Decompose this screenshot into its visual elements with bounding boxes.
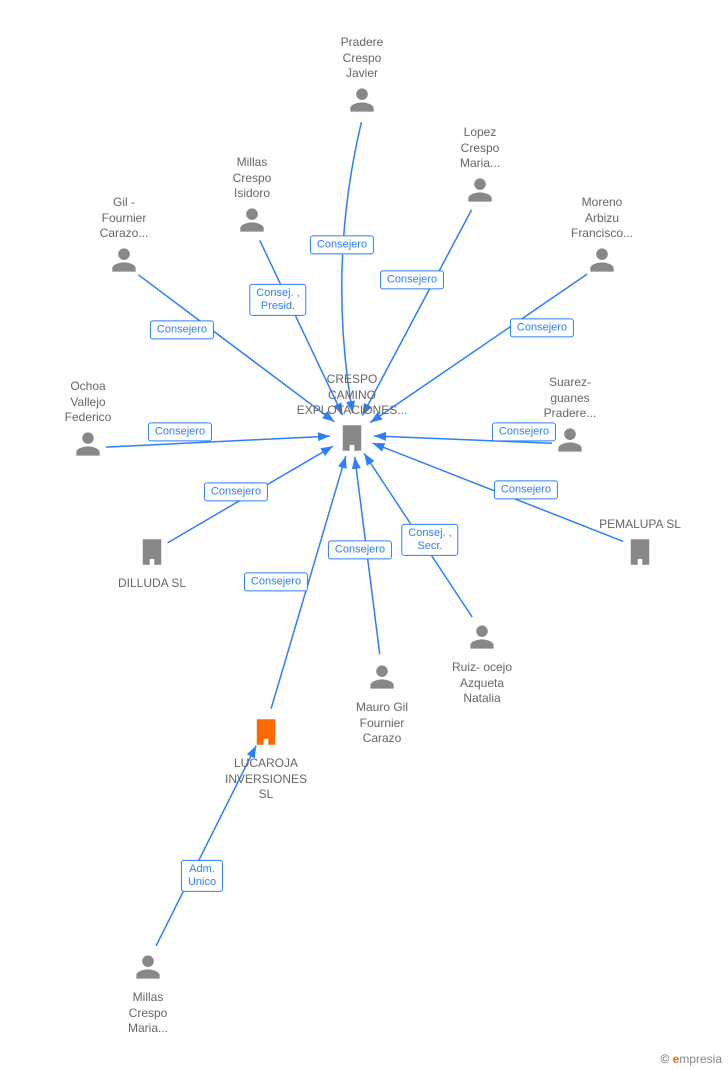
node-millas_m[interactable]: MillasCrespoMaria... <box>88 953 208 1037</box>
edge-label: Consejero <box>244 572 308 591</box>
edge-label: Consej. , Presid. <box>249 284 306 316</box>
node-suarez[interactable]: Suarez-guanesPradere... <box>510 375 630 459</box>
copyright: © empresia <box>660 1052 722 1066</box>
person-icon <box>422 623 542 656</box>
node-label: PradereCrespoJavier <box>341 35 384 80</box>
node-millas_i[interactable]: MillasCrespoIsidoro <box>192 155 312 239</box>
building-icon <box>206 717 326 752</box>
building-icon <box>292 423 412 458</box>
edge-label: Adm. Unico <box>181 860 223 892</box>
node-label: LopezCrespoMaria... <box>460 125 500 170</box>
node-label: Suarez-guanesPradere... <box>544 375 597 420</box>
edge-label: Consejero <box>150 320 214 339</box>
edge-label: Consejero <box>328 540 392 559</box>
brand-rest: mpresia <box>679 1052 722 1066</box>
person-icon <box>28 430 148 463</box>
copyright-symbol: © <box>660 1052 669 1066</box>
node-label: OchoaVallejoFederico <box>65 379 112 424</box>
edge-label: Consejero <box>148 422 212 441</box>
node-label: DILLUDA SL <box>118 576 186 590</box>
node-moreno[interactable]: MorenoArbizuFrancisco... <box>542 195 662 279</box>
node-label: CRESPOCAMINOEXPLOTACIONES... <box>297 372 407 417</box>
node-label: Ruiz- ocejoAzquetaNatalia <box>452 660 512 705</box>
node-label: MillasCrespoIsidoro <box>233 155 272 200</box>
person-icon <box>64 246 184 279</box>
node-label: PEMALUPA SL <box>599 517 681 531</box>
node-label: MillasCrespoMaria... <box>128 990 168 1035</box>
node-pradere[interactable]: PradereCrespoJavier <box>302 35 422 119</box>
edge-label: Consej. , Secr. <box>401 524 458 556</box>
edge-label: Consejero <box>204 482 268 501</box>
node-gil_f[interactable]: Gil -FournierCarazo... <box>64 195 184 279</box>
edge-label: Consejero <box>380 270 444 289</box>
node-lopez[interactable]: LopezCrespoMaria... <box>420 125 540 209</box>
node-center[interactable]: CRESPOCAMINOEXPLOTACIONES... <box>292 372 412 458</box>
edge <box>342 122 362 413</box>
person-icon <box>88 953 208 986</box>
person-icon <box>302 86 422 119</box>
person-icon <box>542 246 662 279</box>
building-icon <box>92 537 212 572</box>
edge-label: Consejero <box>492 422 556 441</box>
node-ochoa[interactable]: OchoaVallejoFederico <box>28 379 148 463</box>
edge-label: Consejero <box>510 318 574 337</box>
edge-label: Consejero <box>494 480 558 499</box>
person-icon <box>322 663 442 696</box>
node-label: LUCAROJAINVERSIONESSL <box>225 756 307 801</box>
node-dilluda[interactable]: DILLUDA SL <box>92 537 212 592</box>
node-lucaroja[interactable]: LUCAROJAINVERSIONESSL <box>206 717 326 803</box>
node-label: Mauro GilFournierCarazo <box>356 700 408 745</box>
building-icon <box>580 537 700 572</box>
node-label: MorenoArbizuFrancisco... <box>571 195 633 240</box>
person-icon <box>192 206 312 239</box>
node-mauro[interactable]: Mauro GilFournierCarazo <box>322 663 442 747</box>
person-icon <box>420 176 540 209</box>
node-pemalupa[interactable]: PEMALUPA SL <box>580 517 700 572</box>
edge-label: Consejero <box>310 235 374 254</box>
node-label: Gil -FournierCarazo... <box>100 195 149 240</box>
